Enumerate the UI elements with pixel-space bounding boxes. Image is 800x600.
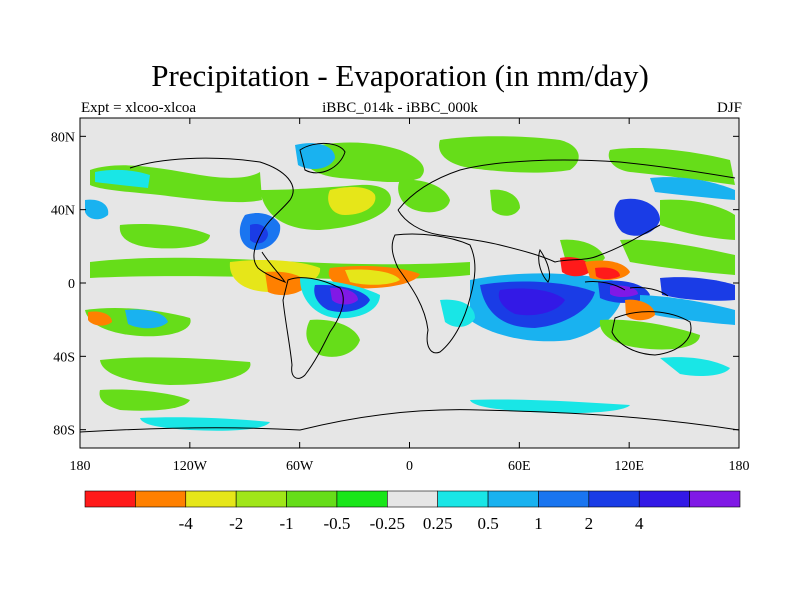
colorbar-swatch (387, 490, 438, 508)
field-patch (595, 267, 620, 279)
field-patch (470, 399, 630, 414)
field-patch (295, 143, 335, 170)
axis-ticks: 180 120W 60W 0 60E 120E 180 80N 40N 0 40S 80S (51, 118, 750, 474)
colorbar-swatch (638, 490, 690, 508)
colorbar-label: -1 (279, 514, 293, 533)
colorbar-label: 1 (534, 514, 543, 533)
colorbar-label: 0.5 (477, 514, 498, 533)
field-patch (398, 179, 450, 213)
colorbar-label: 0.25 (423, 514, 453, 533)
colorbar-label: 4 (635, 514, 644, 533)
colorbar-label: 2 (585, 514, 594, 533)
field-patch (660, 277, 735, 301)
field-patch (330, 287, 358, 305)
colorbar-swatch (84, 490, 136, 508)
precip-evap-field (85, 136, 735, 431)
field-patch (100, 357, 251, 385)
field-patch (608, 148, 735, 185)
coastline-africa (391, 233, 476, 354)
field-patch (125, 309, 168, 329)
colorbar-swatch (185, 490, 237, 508)
experiment-label: Expt = xlcoo-xlcoa (81, 100, 197, 116)
coastline-antarctica (80, 409, 739, 433)
lat-tick-label: 40S (53, 350, 75, 365)
field-patch (88, 311, 112, 326)
field-patch (140, 417, 270, 431)
lon-tick-label: 180 (729, 459, 750, 474)
lon-tick-label: 60W (286, 459, 314, 474)
field-patch (660, 357, 730, 376)
lon-tick-label: 180 (70, 459, 91, 474)
field-patch (95, 169, 150, 188)
colorbar-label: -0.5 (323, 514, 350, 533)
field-patch (660, 199, 735, 240)
field-patch (85, 199, 109, 220)
field-patch (99, 389, 190, 411)
colorbar-swatch (235, 490, 287, 508)
coastline-australia (611, 311, 692, 356)
coastline-south-america (282, 277, 344, 379)
lat-tick-label: 40N (51, 204, 75, 219)
field-patch (625, 299, 655, 321)
field-patch (650, 177, 735, 200)
colorbar-swatch (689, 490, 741, 508)
field-patch (440, 299, 475, 327)
colorbar-swatch (538, 490, 590, 508)
colorbar-swatch (286, 490, 338, 508)
difference-label: iBBC_014k - iBBC_000k (322, 100, 478, 116)
field-patch (306, 319, 360, 357)
map-title: Precipitation - Evaporation (in mm/day) (151, 58, 649, 93)
colorbar-swatch (135, 490, 187, 508)
colorbar-swatch (336, 490, 388, 508)
coastline-greenland (299, 143, 346, 174)
coastline-indonesia (584, 281, 669, 297)
lat-tick-label: 80N (51, 130, 75, 145)
colorbar-label: -2 (229, 514, 243, 533)
colorbar-label: -4 (179, 514, 194, 533)
colorbar-swatch (437, 490, 489, 508)
lon-tick-label: 60E (508, 459, 531, 474)
field-patch (439, 136, 579, 173)
field-patch (345, 269, 400, 285)
lon-tick-label: 120W (173, 459, 208, 474)
colorbar-label: -0.25 (370, 514, 405, 533)
field-patch (498, 288, 565, 316)
lon-tick-label: 120E (614, 459, 644, 474)
field-patch (599, 319, 700, 350)
field-patch (640, 295, 735, 325)
coastlines (80, 143, 739, 433)
field-patch (490, 189, 520, 216)
field-patch (328, 187, 376, 215)
colorbar-swatch (487, 490, 539, 508)
field-patch (620, 239, 735, 275)
coastline-eurasia (397, 159, 736, 263)
colorbar: -4 -2 -1 -0.5 -0.25 0.25 0.5 1 2 4 (84, 490, 741, 533)
season-label: DJF (716, 100, 742, 116)
field-patch (119, 224, 210, 249)
field-patch (614, 198, 660, 236)
field-patch (560, 257, 592, 277)
lat-tick-label: 80S (53, 424, 75, 439)
lon-tick-label: 0 (406, 459, 413, 474)
coastline-india (538, 248, 551, 283)
coastline-north-america (129, 157, 294, 284)
lat-tick-label: 0 (68, 277, 75, 292)
colorbar-swatch (588, 490, 640, 508)
